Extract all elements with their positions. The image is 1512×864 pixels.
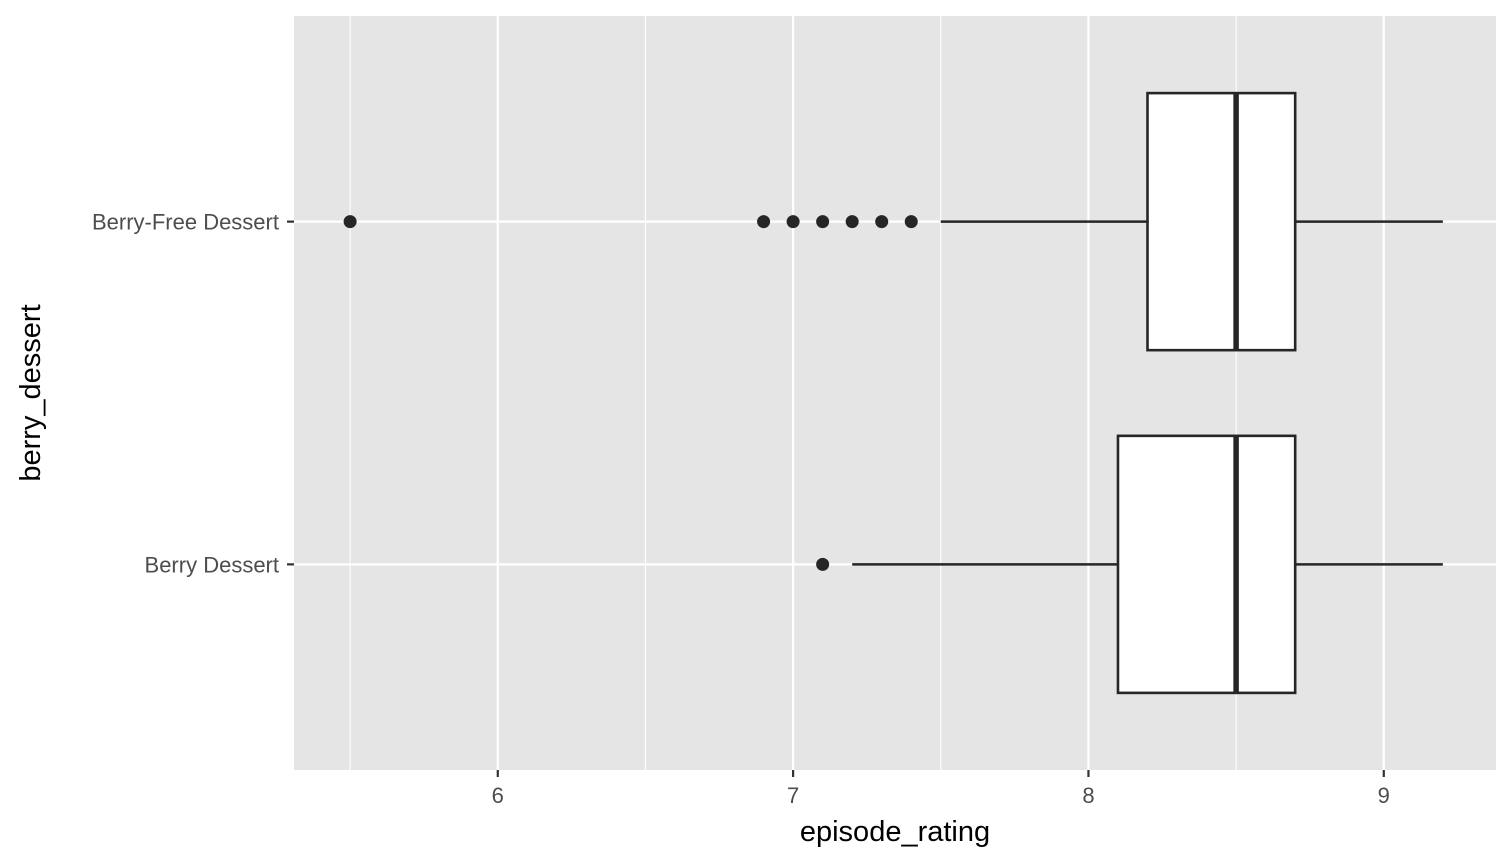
boxes [343,91,1443,695]
x-tick-label: 8 [1082,783,1094,808]
x-axis-title: episode_rating [800,816,990,848]
x-tick-label: 9 [1378,783,1390,808]
outlier-point [904,215,918,229]
x-tick-label: 7 [787,783,799,808]
outlier-point [845,215,859,229]
y-tick-label: Berry Dessert [145,552,279,577]
box-group [343,91,1443,352]
box-iqr [1146,91,1297,352]
outlier-point [757,215,771,229]
outlier-point [343,215,357,229]
axes: 6 7 8 9 Berry Dessert Berry-Free Dessert [92,210,1390,808]
outlier-point [786,215,800,229]
outlier-point [816,215,830,229]
plot-panel [294,16,1496,770]
y-axis-title: berry_dessert [15,304,47,481]
box-iqr [1116,434,1297,695]
box-group [816,434,1443,695]
outlier-point [875,215,889,229]
y-tick-label: Berry-Free Dessert [92,210,279,235]
outlier-point [816,557,830,571]
x-tick-label: 6 [492,783,504,808]
